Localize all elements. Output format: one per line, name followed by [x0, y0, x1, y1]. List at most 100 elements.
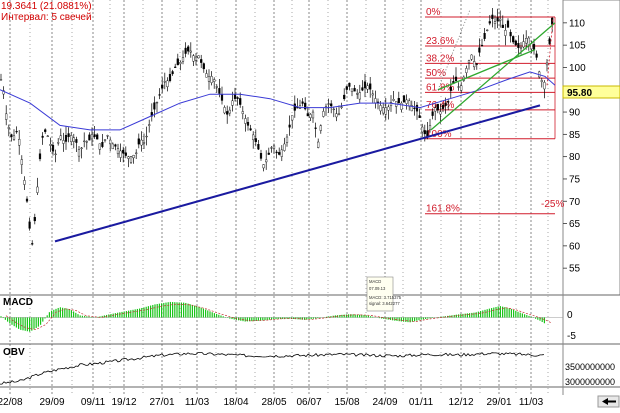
- candle-body: [25, 198, 29, 202]
- candle-body: [210, 76, 213, 83]
- projection-line: [546, 18, 554, 86]
- candle-body: [389, 102, 393, 106]
- channel-lower-line[interactable]: [430, 22, 556, 131]
- candle-body: [545, 62, 549, 66]
- candle-body: [434, 107, 437, 112]
- candle-body: [168, 74, 172, 82]
- candle-body: [233, 94, 237, 99]
- candle-body: [327, 103, 330, 105]
- y-tick-label: 55: [569, 264, 581, 275]
- candle-body: [267, 152, 270, 155]
- candle-body: [223, 107, 226, 114]
- candle-body: [512, 36, 515, 43]
- candle-body: [278, 152, 281, 155]
- scroll-left-button[interactable]: [597, 395, 620, 408]
- moving-average-line: [0, 71, 556, 131]
- candle-body: [410, 105, 413, 112]
- x-tick-label: 11/03: [519, 397, 544, 408]
- candle-body: [244, 118, 247, 124]
- channel-upper-line[interactable]: [437, 49, 536, 91]
- candle-body: [418, 115, 421, 118]
- candle-body: [470, 54, 473, 60]
- candle-body: [90, 134, 94, 140]
- candle-body: [155, 102, 159, 104]
- candle-body: [309, 114, 312, 118]
- current-price-label: 95.80: [567, 88, 592, 99]
- candle-body: [124, 152, 127, 156]
- x-tick-label: 24/09: [372, 397, 397, 408]
- candle-body: [62, 140, 65, 144]
- candle-body: [280, 149, 283, 157]
- candle-body: [41, 135, 44, 138]
- candle-body: [0, 79, 3, 81]
- candle-body: [259, 153, 263, 159]
- candle-body: [441, 105, 445, 109]
- candle-body: [493, 21, 497, 24]
- candle-body: [179, 62, 182, 64]
- candle-body: [213, 79, 216, 82]
- x-tick-label: 29/01: [486, 397, 511, 408]
- candle-body: [49, 144, 52, 146]
- candle-body: [181, 57, 185, 62]
- candle-body: [548, 38, 551, 44]
- x-tick-label: 29/09: [39, 397, 64, 408]
- y-tick-label: 70: [569, 197, 581, 208]
- candle-body: [194, 56, 198, 61]
- candle-body: [525, 38, 528, 44]
- candle-body: [77, 149, 81, 157]
- candle-body: [340, 106, 343, 108]
- candle-body: [371, 93, 374, 96]
- x-tick-label: 15/08: [334, 397, 359, 408]
- candle-body: [293, 103, 296, 111]
- candle-body: [421, 126, 424, 133]
- candle-body: [132, 155, 135, 159]
- candle-body: [54, 153, 57, 155]
- candle-body: [460, 85, 463, 91]
- candle-body: [228, 109, 231, 114]
- candle-body: [12, 135, 16, 140]
- candle-body: [506, 20, 510, 28]
- candle-body: [509, 31, 512, 37]
- candle-body: [153, 102, 156, 110]
- candle-body: [335, 113, 338, 118]
- candle-body: [140, 139, 143, 146]
- candle-body: [488, 21, 491, 24]
- candle-body: [72, 137, 75, 142]
- y-tick-label: 65: [569, 219, 581, 230]
- candle-body: [532, 44, 536, 50]
- candle-body: [51, 145, 55, 152]
- candle-body: [467, 60, 471, 64]
- candle-body: [291, 115, 294, 121]
- obv-title: OBV: [3, 347, 25, 358]
- candle-body: [236, 97, 239, 99]
- candle-body: [163, 81, 166, 83]
- x-tick-label: 22/08: [0, 397, 23, 408]
- fib-level-label: 161.8%: [426, 204, 460, 215]
- candle-body: [106, 135, 109, 137]
- candle-body: [514, 40, 517, 46]
- candle-body: [57, 142, 60, 144]
- candle-body: [189, 50, 192, 53]
- support-trendline[interactable]: [54, 104, 541, 243]
- macd-tooltip: MACD 07.09.13 MACD: 3.715375 signal: 3.6…: [366, 276, 402, 312]
- candle-body: [366, 85, 369, 90]
- candle-body: [96, 134, 99, 140]
- obv-tick-low: 3000000000: [565, 377, 615, 387]
- change-info: 19.3641 (21.0881%): [1, 1, 92, 12]
- obv-line: [0, 352, 545, 385]
- interval-info: Интервал: 5 свечей: [1, 12, 92, 23]
- candle-body: [7, 127, 10, 129]
- candle-body: [103, 139, 107, 141]
- candle-body: [93, 134, 96, 137]
- fib-level-label: 50%: [426, 68, 446, 79]
- candle-body: [135, 152, 138, 154]
- candle-body: [148, 124, 151, 126]
- candle-body: [184, 47, 187, 54]
- candle-body: [98, 143, 101, 150]
- x-tick-label: 18/04: [223, 397, 248, 408]
- x-tick-label: 19/12: [111, 397, 136, 408]
- candle-body: [480, 44, 484, 47]
- candle-body: [486, 29, 489, 31]
- candle-body: [44, 129, 47, 132]
